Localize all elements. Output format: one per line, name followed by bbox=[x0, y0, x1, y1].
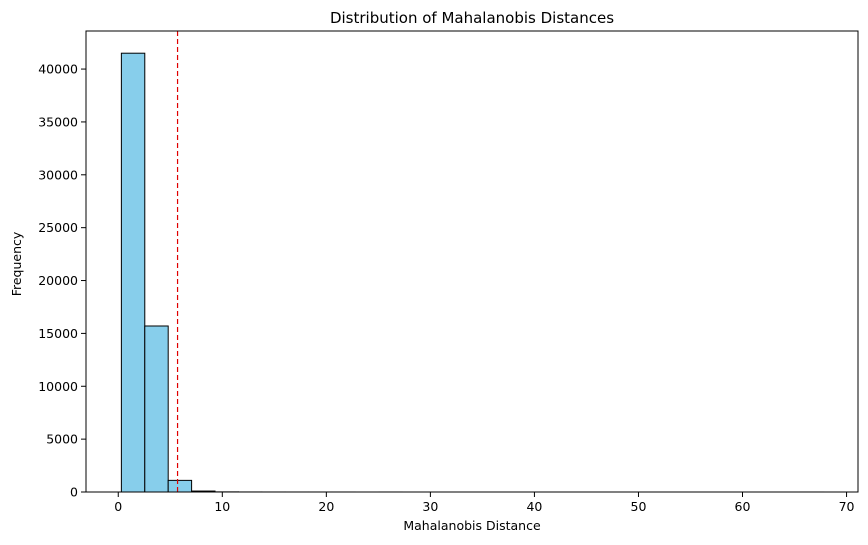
x-tick-label: 10 bbox=[214, 499, 230, 514]
y-axis-label: Frequency bbox=[9, 231, 24, 296]
chart-title: Distribution of Mahalanobis Distances bbox=[330, 9, 614, 27]
y-tick-label: 30000 bbox=[38, 167, 78, 182]
y-tick-label: 5000 bbox=[46, 432, 78, 447]
y-tick-label: 0 bbox=[70, 485, 78, 500]
x-tick-label: 0 bbox=[114, 499, 122, 514]
y-tick-label: 10000 bbox=[38, 379, 78, 394]
y-tick-label: 35000 bbox=[38, 114, 78, 129]
plot-frame bbox=[85, 30, 859, 493]
bars-group bbox=[120, 52, 825, 493]
y-tick-label: 20000 bbox=[38, 273, 78, 288]
y-tick-label: 25000 bbox=[38, 220, 78, 235]
x-tick-label: 50 bbox=[631, 499, 647, 514]
x-tick-label: 40 bbox=[526, 499, 542, 514]
histogram-bar bbox=[120, 52, 146, 493]
y-tick-label: 15000 bbox=[38, 326, 78, 341]
x-tick-label: 60 bbox=[735, 499, 751, 514]
x-axis-ticks: 0 10 20 30 40 50 60 70 bbox=[114, 492, 855, 514]
x-tick-label: 30 bbox=[422, 499, 438, 514]
histogram-bar bbox=[167, 479, 193, 493]
x-tick-label: 20 bbox=[318, 499, 334, 514]
y-axis-ticks: 0 5000 10000 15000 20000 25000 30000 35000 40000 bbox=[38, 62, 86, 500]
x-axis-label: Mahalanobis Distance bbox=[403, 518, 541, 533]
x-tick-label: 70 bbox=[839, 499, 855, 514]
y-tick-label: 40000 bbox=[38, 62, 78, 77]
histogram-bar bbox=[144, 325, 169, 493]
